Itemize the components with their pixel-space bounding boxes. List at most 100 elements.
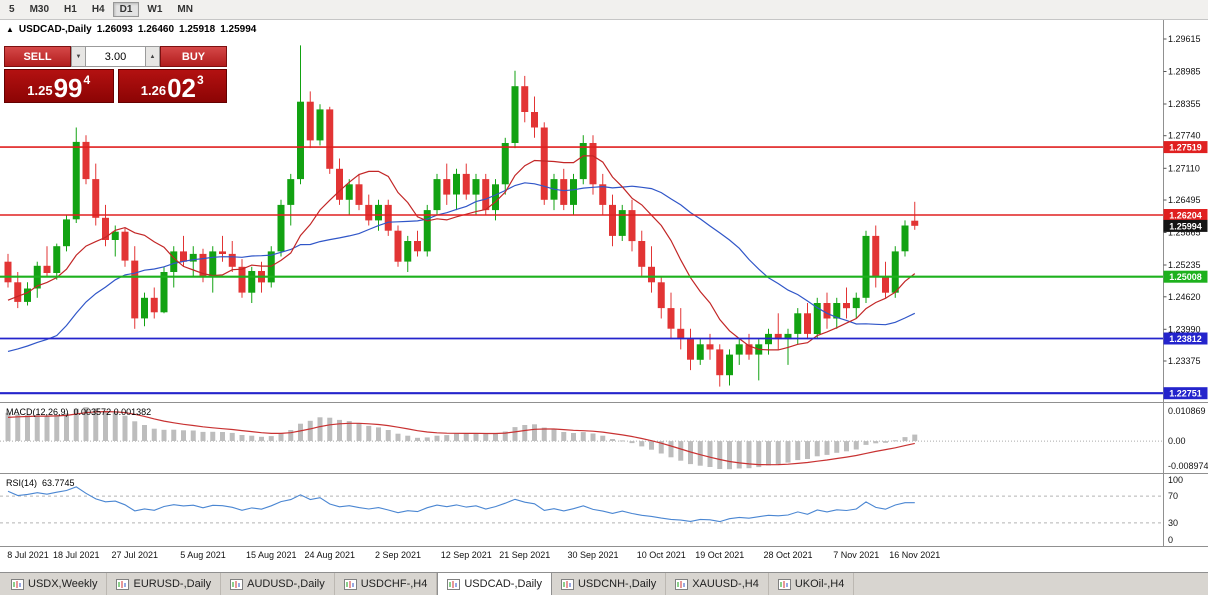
- chart-tab-usdchf[interactable]: USDCHF-,H4: [335, 573, 438, 595]
- svg-text:15 Aug 2021: 15 Aug 2021: [246, 550, 297, 560]
- macd-name: MACD(12,26,9): [6, 407, 69, 417]
- chart-tabs-bar: USDX,Weekly EURUSD-,Daily AUDUSD-,Daily USD…: [0, 572, 1208, 595]
- svg-text:1.27740: 1.27740: [1168, 131, 1201, 141]
- rsi-name: RSI(14): [6, 478, 38, 488]
- trade-controls-row: SELL ▼ ▲ BUY: [4, 46, 227, 67]
- svg-text:1.28355: 1.28355: [1168, 99, 1201, 109]
- svg-text:1.27519: 1.27519: [1169, 143, 1202, 153]
- timeframe-button-mn[interactable]: MN: [177, 4, 193, 15]
- sell-price-display[interactable]: 1.25 99 4: [4, 69, 114, 103]
- chart-tab-eurusd[interactable]: EURUSD-,Daily: [107, 573, 222, 595]
- chart-tab-label: USDCNH-,Daily: [577, 578, 657, 590]
- buy-button[interactable]: BUY: [160, 46, 227, 67]
- chart-tab-xauusd[interactable]: XAUUSD-,H4: [666, 573, 769, 595]
- svg-text:30 Sep 2021: 30 Sep 2021: [567, 550, 618, 560]
- volume-increase-button[interactable]: ▲: [145, 46, 160, 67]
- svg-text:1.23990: 1.23990: [1168, 324, 1201, 334]
- volume-input[interactable]: [86, 46, 145, 67]
- chart-tab-label: XAUUSD-,H4: [692, 578, 759, 590]
- chart-tab-ukoil[interactable]: UKOil-,H4: [769, 573, 855, 595]
- buy-price-big: 02: [167, 73, 197, 103]
- price-chart-svg[interactable]: 1.296151.289851.283551.277401.271101.264…: [0, 20, 1208, 572]
- svg-text:12 Sep 2021: 12 Sep 2021: [441, 550, 492, 560]
- trade-prices-row: 1.25 99 4 1.26 02 3: [4, 69, 227, 103]
- svg-text:21 Sep 2021: 21 Sep 2021: [499, 550, 550, 560]
- chart-tab-usdcnh[interactable]: USDCNH-,Daily: [552, 573, 667, 595]
- svg-text:28 Oct 2021: 28 Oct 2021: [763, 550, 812, 560]
- svg-text:1.25235: 1.25235: [1168, 260, 1201, 270]
- svg-text:1.26495: 1.26495: [1168, 195, 1201, 205]
- svg-text:7 Nov 2021: 7 Nov 2021: [833, 550, 879, 560]
- mini-chart-icon: [343, 578, 357, 590]
- svg-text:1.26204: 1.26204: [1169, 211, 1202, 221]
- macd-values: 0.003572 0.001382: [73, 407, 152, 417]
- svg-text:1.23812: 1.23812: [1169, 334, 1202, 344]
- svg-text:18 Jul 2021: 18 Jul 2021: [53, 550, 100, 560]
- mini-chart-icon: [11, 578, 24, 590]
- svg-text:1.25008: 1.25008: [1169, 272, 1202, 282]
- svg-text:2 Sep 2021: 2 Sep 2021: [375, 550, 421, 560]
- buy-price-prefix: 1.26: [140, 83, 167, 98]
- open-value: 1.26093: [96, 24, 133, 35]
- svg-text:1.25994: 1.25994: [1169, 221, 1202, 231]
- timeframe-button-w1[interactable]: W1: [147, 4, 163, 15]
- close-value: 1.25994: [220, 24, 257, 35]
- chart-tab-label: USDCAD-,Daily: [464, 578, 542, 590]
- svg-text:100: 100: [1168, 475, 1183, 485]
- chart-area[interactable]: 1.29615 1.28985 1.28355 1.27740 1.27110 1.264…: [0, 20, 1208, 572]
- symbol-name: USDCAD-,Daily: [18, 24, 92, 35]
- chart-tab-audusd[interactable]: AUDUSD-,Daily: [221, 573, 335, 595]
- buy-price-display[interactable]: 1.26 02 3: [117, 69, 227, 103]
- buy-price-sup: 3: [197, 73, 204, 87]
- svg-text:1.24620: 1.24620: [1168, 292, 1201, 302]
- svg-text:1.23375: 1.23375: [1168, 356, 1201, 366]
- high-value: 1.26460: [137, 24, 175, 35]
- timeframe-button-5[interactable]: 5: [9, 4, 15, 15]
- chart-tab-usdx[interactable]: USDX,Weekly: [2, 573, 108, 595]
- svg-text:1.25865: 1.25865: [1168, 228, 1201, 238]
- timeframe-button-h4[interactable]: H4: [91, 4, 105, 15]
- volume-decrease-button[interactable]: ▼: [71, 46, 86, 67]
- chart-tab-label: EURUSD-,Daily: [133, 578, 212, 590]
- chart-tab-label: UKOil-,H4: [794, 578, 845, 590]
- mini-chart-icon: [447, 578, 461, 590]
- mini-chart-icon: [777, 578, 791, 590]
- svg-text:16 Nov 2021: 16 Nov 2021: [889, 550, 940, 560]
- svg-text:30: 30: [1168, 518, 1178, 528]
- timeframe-button-h1[interactable]: H1: [64, 4, 77, 15]
- svg-text:19 Oct 2021: 19 Oct 2021: [695, 550, 744, 560]
- svg-text:0: 0: [1168, 535, 1173, 545]
- timeframe-toolbar: 5 M30 H1 H4 D1 W1 MN: [0, 0, 1208, 20]
- mini-chart-icon: [230, 578, 244, 590]
- mini-chart-icon: [560, 578, 574, 590]
- svg-text:10 Oct 2021: 10 Oct 2021: [637, 550, 686, 560]
- macd-indicator-label: MACD(12,26,9) 0.003572 0.001382: [6, 407, 151, 417]
- svg-text:8 Jul 2021: 8 Jul 2021: [7, 550, 49, 560]
- sell-price-prefix: 1.25: [27, 83, 53, 98]
- direction-up-icon: ▲: [6, 25, 14, 34]
- svg-text:0.00: 0.00: [1168, 436, 1186, 446]
- svg-text:1.28985: 1.28985: [1168, 67, 1201, 77]
- rsi-value: 63.7745: [42, 478, 75, 488]
- chart-tab-label: AUDUSD-,Daily: [247, 578, 325, 590]
- svg-text:0.010869: 0.010869: [1168, 406, 1206, 416]
- mini-chart-icon: [675, 578, 689, 590]
- sell-price-big: 99: [53, 73, 83, 103]
- mini-chart-icon: [116, 578, 130, 590]
- ohlc-header: ▲ USDCAD-,Daily 1.26093 1.26460 1.25918 …: [6, 24, 256, 35]
- one-click-trading-panel: SELL ▼ ▲ BUY 1.25 99 4 1.26 02 3: [4, 46, 227, 103]
- svg-text:70: 70: [1168, 491, 1178, 501]
- svg-text:27 Jul 2021: 27 Jul 2021: [112, 550, 159, 560]
- chart-tab-label: USDX,Weekly: [28, 578, 98, 590]
- svg-text:1.22751: 1.22751: [1169, 389, 1202, 399]
- timeframe-button-d1[interactable]: D1: [112, 2, 140, 17]
- timeframe-button-m30[interactable]: M30: [29, 4, 50, 15]
- rsi-indicator-label: RSI(14) 63.7745: [6, 478, 75, 488]
- sell-price-sup: 4: [83, 73, 91, 87]
- chart-tab-usdcad[interactable]: USDCAD-,Daily: [437, 573, 552, 595]
- sell-button[interactable]: SELL: [4, 46, 71, 67]
- svg-text:5 Aug 2021: 5 Aug 2021: [180, 550, 226, 560]
- svg-text:1.27110: 1.27110: [1168, 163, 1200, 173]
- low-value: 1.25918: [179, 24, 216, 35]
